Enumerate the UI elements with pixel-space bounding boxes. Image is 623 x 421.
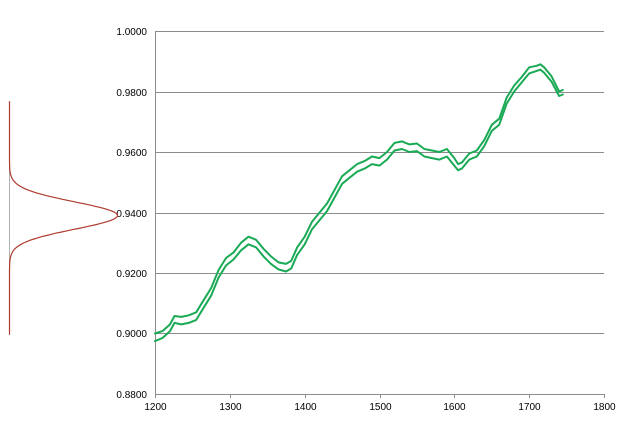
y-tick-label: 0.9200 <box>116 269 147 280</box>
x-tick-label: 1300 <box>219 402 242 413</box>
y-tick-label: 0.8800 <box>116 390 147 401</box>
gridlines <box>155 31 604 334</box>
y-tick-label: 0.9400 <box>116 209 147 220</box>
x-tick-labels: 1200 1300 1400 1500 1600 1700 1800 <box>144 402 616 413</box>
series-upper-line <box>154 63 564 335</box>
x-tick-label: 1200 <box>144 402 167 413</box>
y-tick-label: 0.9000 <box>116 329 147 340</box>
y-tick-label: 0.9600 <box>116 148 147 159</box>
x-tick-label: 1700 <box>518 402 541 413</box>
x-tick-label: 1400 <box>294 402 317 413</box>
series-layer <box>154 63 564 343</box>
density-curve <box>8 101 119 335</box>
y-tick-label: 0.9800 <box>116 88 147 99</box>
series-lower-line <box>154 68 564 343</box>
x-tick-label: 1500 <box>369 402 392 413</box>
density-inset <box>8 101 119 335</box>
y-tick-labels: 0.8800 0.9000 0.9200 0.9400 0.9600 0.9800 1.00… <box>116 27 147 401</box>
x-tick-label: 1600 <box>443 402 466 413</box>
axes <box>155 31 605 398</box>
y-tick-label: 1.0000 <box>116 27 147 38</box>
x-tick-label: 1800 <box>593 402 616 413</box>
